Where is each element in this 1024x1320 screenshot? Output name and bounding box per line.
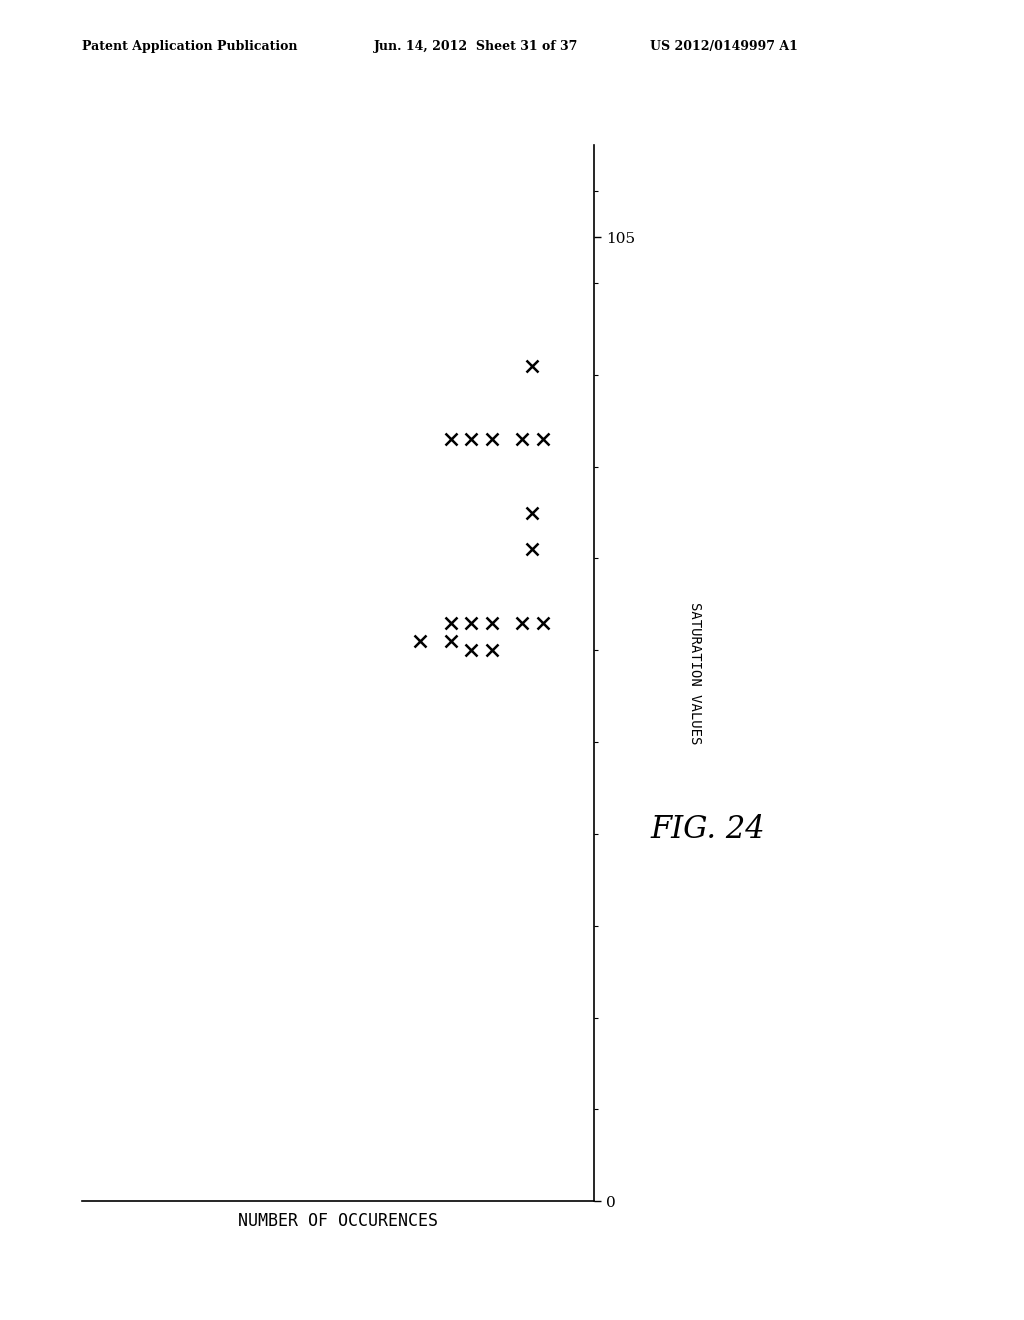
X-axis label: NUMBER OF OCCURENCES: NUMBER OF OCCURENCES bbox=[238, 1212, 438, 1230]
Text: Patent Application Publication: Patent Application Publication bbox=[82, 40, 297, 53]
Y-axis label: SATURATION VALUES: SATURATION VALUES bbox=[687, 602, 701, 744]
Text: US 2012/0149997 A1: US 2012/0149997 A1 bbox=[650, 40, 798, 53]
Text: FIG. 24: FIG. 24 bbox=[650, 814, 765, 845]
Text: Jun. 14, 2012  Sheet 31 of 37: Jun. 14, 2012 Sheet 31 of 37 bbox=[374, 40, 579, 53]
